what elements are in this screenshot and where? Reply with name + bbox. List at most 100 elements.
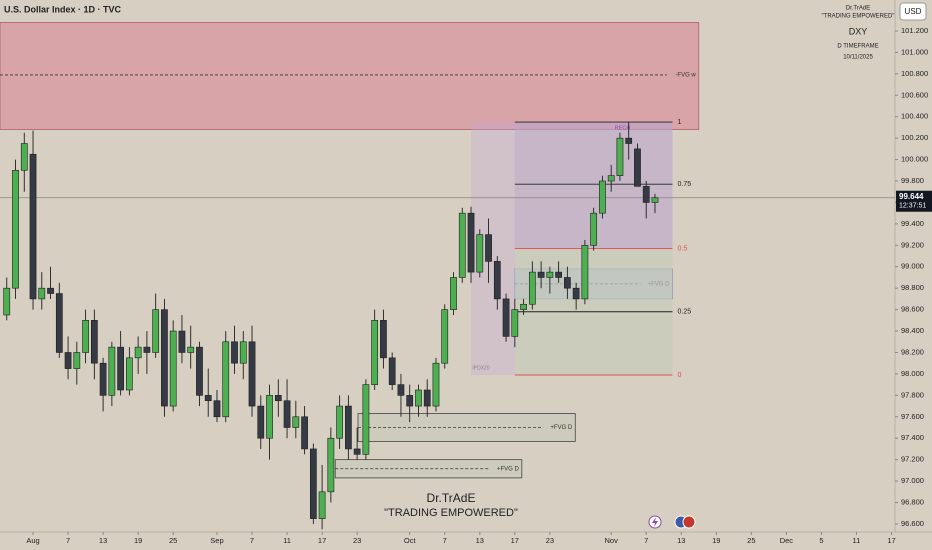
fib-level-label: 0 [677, 372, 681, 379]
candle-body [64, 352, 72, 369]
candle-body [450, 277, 457, 310]
candle-body [73, 352, 81, 369]
candle-body [537, 271, 545, 278]
candle-body [187, 346, 195, 353]
y-tick-label: 98.000 [901, 369, 924, 378]
candle-body [511, 309, 519, 337]
candle-body [406, 395, 414, 407]
y-tick-label: 96.800 [901, 498, 924, 507]
candle-body [117, 346, 124, 391]
candle-body [423, 389, 431, 407]
candle-body [29, 153, 37, 300]
candle-body [415, 389, 422, 407]
y-tick-label: 98.400 [901, 326, 924, 335]
x-tick-label: 17 [887, 536, 895, 545]
candle-body [572, 287, 580, 300]
candle-body [126, 357, 133, 391]
last-price-label: 99.644 [899, 192, 924, 201]
candle-body [599, 180, 606, 214]
candle-body [143, 346, 151, 353]
candle-body [651, 197, 659, 203]
candle-body [12, 169, 19, 289]
candle-body [257, 405, 265, 439]
y-tick-label: 97.400 [901, 433, 924, 442]
fib-top-label: RECH [615, 126, 631, 132]
last-price-tag [896, 190, 932, 212]
candle-body [476, 234, 484, 273]
candle-body [266, 395, 273, 439]
candle-body [292, 416, 300, 428]
lightning-glyph [652, 517, 658, 527]
candle-body [555, 271, 562, 278]
x-tick-label: 17 [511, 536, 519, 545]
fib-bottom-label: IPDX20 [472, 365, 489, 371]
candle-body [196, 346, 203, 396]
x-tick-label: 19 [134, 536, 142, 545]
watermark-brand: Dr.TrAdE [427, 491, 476, 505]
candle-body [502, 298, 510, 337]
candle-body [607, 175, 615, 182]
fib-level-label: 0.75 [677, 181, 691, 188]
y-tick-label: 100.600 [901, 90, 928, 99]
fib-level-label: 1 [677, 119, 681, 126]
candle-body [309, 448, 317, 519]
y-tick-label: 97.600 [901, 412, 924, 421]
currency-button-label[interactable]: USD [905, 7, 922, 16]
candle-body [336, 405, 343, 439]
zone-label: +FVG D [550, 425, 573, 431]
y-tick-label: 97.200 [901, 455, 924, 464]
y-tick-label: 100.000 [901, 155, 928, 164]
candle-body [371, 320, 379, 385]
candle-body [82, 320, 89, 353]
candle-body [327, 437, 335, 493]
y-tick-label: 101.000 [901, 47, 928, 56]
x-tick-label: 7 [443, 536, 447, 545]
y-tick-label: 100.400 [901, 112, 928, 121]
info-slogan: "TRADING EMPOWERED" [822, 14, 895, 20]
zone-label: -FVG w [675, 72, 696, 78]
y-tick-label: 101.200 [901, 26, 928, 35]
chart-title: U.S. Dollar Index · 1D · TVC [4, 4, 122, 14]
x-tick-label: Sep [210, 536, 223, 545]
y-tick-label: 96.600 [901, 519, 924, 528]
x-tick-label: 13 [677, 536, 685, 545]
candle-body [616, 137, 624, 176]
candle-body [546, 271, 554, 278]
y-tick-label: 99.000 [901, 262, 924, 271]
x-tick-label: 13 [99, 536, 107, 545]
x-tick-label: 13 [476, 536, 484, 545]
candle-body [222, 341, 230, 418]
candle-body [55, 293, 63, 353]
y-tick-label: 99.200 [901, 240, 924, 249]
y-tick-label: 100.800 [901, 69, 928, 78]
x-tick-label: 7 [644, 536, 648, 545]
x-tick-label: Aug [26, 536, 39, 545]
x-tick-label: 19 [712, 536, 720, 545]
candle-body [38, 287, 46, 300]
candle-body [283, 400, 291, 428]
x-tick-label: Dec [780, 536, 794, 545]
y-tick-label: 100.200 [901, 133, 928, 142]
candle-body [441, 309, 449, 364]
fib-level-label: 0.5 [677, 245, 687, 252]
candle-body [458, 212, 466, 278]
candle-body [564, 277, 571, 289]
y-tick-label: 98.800 [901, 283, 924, 292]
candle-body [520, 303, 527, 310]
info-timeframe: D TIMEFRAME [837, 44, 878, 50]
info-date: 10/11/2025 [843, 55, 873, 61]
event-icons [648, 515, 696, 529]
currency-button[interactable] [899, 2, 927, 21]
candle-body [318, 491, 326, 519]
x-tick-label: 23 [353, 536, 361, 545]
event-icon-flag[interactable] [682, 515, 696, 529]
candle-body [239, 341, 247, 364]
candle-body [642, 186, 650, 203]
y-tick-label: 99.400 [901, 219, 924, 228]
candle-body [397, 384, 405, 396]
candle-body [231, 341, 238, 364]
x-tick-label: 7 [250, 536, 254, 545]
info-symbol: DXY [849, 26, 868, 36]
